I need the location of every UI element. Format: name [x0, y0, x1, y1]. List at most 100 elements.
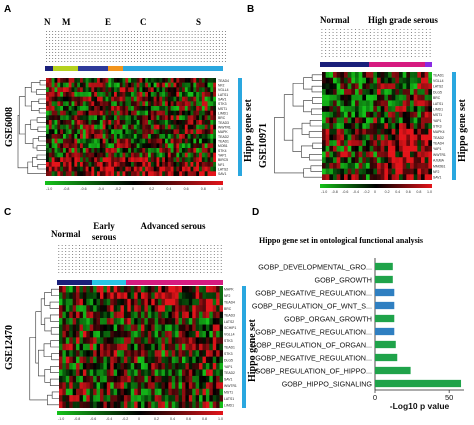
heatmap-cell [63, 166, 67, 172]
heatmap-cell [144, 330, 149, 338]
heatmap-cell [216, 401, 220, 408]
heatmap-cell [69, 343, 73, 351]
heatmap-cell [79, 330, 84, 338]
heatmap-cell [133, 157, 137, 163]
heatmap-cell [97, 143, 101, 149]
heatmap-cell [373, 100, 378, 107]
heatmap-cell [329, 72, 334, 78]
heatmap-cell [193, 78, 197, 83]
heatmap-cell [139, 120, 143, 125]
heatmap-cell [209, 356, 214, 364]
heatmap-cell [91, 110, 95, 116]
heatmap-cell [219, 330, 223, 338]
heatmap-cell [199, 115, 203, 121]
heatmap-cell [424, 140, 429, 147]
group-label-normal-c: Normal [51, 229, 81, 239]
heatmap-cell [355, 117, 359, 124]
gene-label: BIRC5 [218, 158, 228, 162]
heatmap-cell [424, 83, 429, 90]
heatmap-cell [93, 311, 97, 319]
heatmap-cell [402, 89, 407, 96]
heatmap-cell [105, 138, 109, 144]
heatmap-cell [136, 152, 140, 158]
heatmap-cell [207, 120, 211, 125]
heatmap-cell [188, 286, 193, 293]
heatmap-cell [141, 324, 145, 332]
heatmap-cell [162, 115, 166, 121]
heatmap-cell [406, 123, 411, 130]
heatmap-cell [71, 96, 75, 102]
heatmap-cell [175, 401, 179, 408]
heatmap-cell [164, 375, 169, 383]
heatmap-cell [219, 324, 223, 332]
heatmap-cell [168, 318, 173, 325]
heatmap-cell [336, 72, 341, 78]
heatmap-cell [122, 166, 126, 172]
heatmap-cell [151, 324, 155, 332]
heatmap-cell [170, 78, 174, 83]
heatmap-cell [216, 375, 220, 383]
heatmap-cell [395, 117, 400, 124]
heatmap-cell [153, 115, 157, 121]
heatmap-cell [399, 168, 403, 175]
heatmap-cell [79, 311, 84, 319]
heatmap-cell [213, 152, 216, 158]
heatmap-cell [82, 96, 86, 102]
heatmap-cell [125, 162, 129, 167]
heatmap-cell [134, 292, 138, 300]
heatmap-cell [395, 123, 400, 130]
gene-label: TEAD3 [224, 313, 235, 317]
heatmap-cell [158, 305, 162, 312]
gene-label: NF1 [218, 163, 225, 167]
heatmap-cell [119, 96, 123, 102]
heatmap-cell [108, 120, 112, 125]
heatmap-cell [212, 298, 217, 306]
heatmap-cell [77, 78, 81, 83]
heatmap-cell [195, 343, 200, 351]
heatmap-cell [103, 318, 108, 325]
heatmap-cell [59, 305, 63, 312]
heatmap-cell [89, 318, 94, 325]
heatmap-cell [179, 120, 183, 125]
heatmap-cell [185, 356, 190, 364]
category-label: GOBP_NEGATIVE_REGULATION... [255, 353, 372, 362]
heatmap-cell [176, 110, 180, 116]
heatmap-cell [100, 330, 104, 338]
heatmap-cell [51, 82, 55, 88]
heatmap-cell [187, 101, 191, 107]
heatmap-cell [69, 401, 73, 408]
heatmap-cell [176, 92, 180, 97]
heatmap-cell [413, 134, 418, 141]
legend-tick-label: 0.8 [202, 417, 207, 421]
heatmap-cell [144, 298, 149, 306]
heatmap-cell [417, 145, 422, 152]
heatmap-cell [139, 96, 143, 102]
heatmap-cell [201, 92, 205, 97]
heatmap-cell [54, 96, 58, 102]
heatmap-cell [406, 83, 411, 90]
heatmap-cell [97, 124, 101, 130]
heatmap-cell [384, 94, 389, 101]
heatmap-cell [48, 106, 52, 111]
heatmap-cell [193, 92, 197, 97]
heatmap-cell [69, 382, 73, 390]
heatmap-cell [182, 96, 186, 102]
heatmap-cell [128, 134, 132, 139]
heatmap-cell [388, 134, 392, 141]
heatmap-cell [130, 324, 135, 332]
heatmap-cell [48, 129, 52, 135]
class-bar-segment [320, 62, 369, 67]
group-label-n: N [44, 17, 51, 27]
heatmap-cell [199, 305, 203, 312]
heatmap-cell [65, 292, 70, 300]
heatmap-cell [336, 157, 341, 164]
heatmap-cell [195, 382, 200, 390]
heatmap-cell [164, 388, 169, 396]
heatmap-cell [133, 124, 137, 130]
heatmap-cell [168, 286, 173, 293]
heatmap-cell [369, 157, 374, 164]
heatmap-cell [199, 166, 203, 172]
heatmap-cell [111, 129, 115, 135]
heatmap-cell [60, 157, 64, 163]
heatmap-cell [88, 106, 92, 111]
